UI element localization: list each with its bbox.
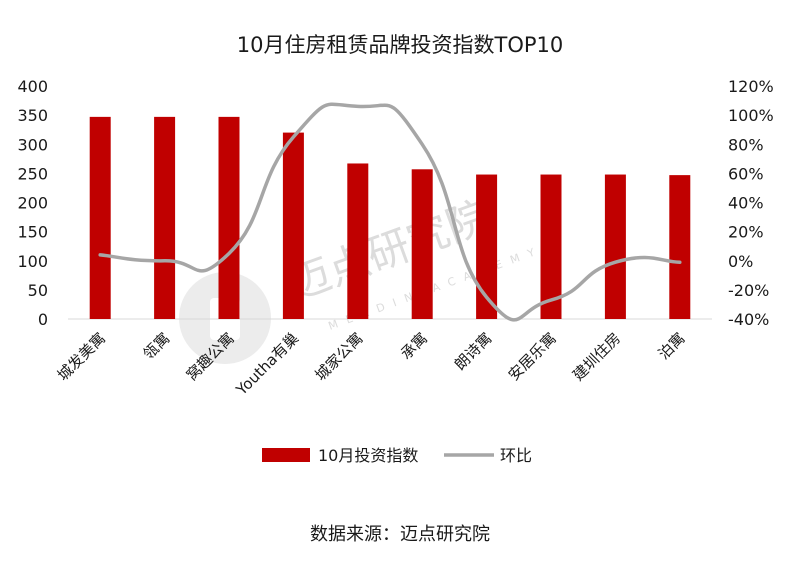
left-axis-ticks: 0 50 100 150 200 250 300 350 400 <box>17 77 48 329</box>
category-label: 城家公寓 <box>311 329 366 384</box>
right-tick-label: 60% <box>728 164 764 183</box>
bar <box>476 174 498 319</box>
left-tick-label: 150 <box>17 223 48 242</box>
bar <box>347 163 369 319</box>
left-tick-label: 400 <box>17 77 48 96</box>
chart-title: 10月住房租赁品牌投资指数TOP10 <box>237 33 563 57</box>
bar <box>411 169 433 319</box>
bar <box>89 116 111 319</box>
right-tick-label: 120% <box>728 77 774 96</box>
left-tick-label: 50 <box>28 281 48 300</box>
legend-line-label: 环比 <box>500 446 532 465</box>
bar-series <box>89 116 691 319</box>
category-label: 承寓 <box>397 329 431 363</box>
category-label: 泊寓 <box>655 329 689 363</box>
mom-line <box>98 102 682 322</box>
category-label: 安居乐寓 <box>505 329 560 384</box>
right-tick-label: 20% <box>728 223 764 242</box>
right-tick-label: 0% <box>728 252 753 271</box>
right-axis-ticks: -40% -20% 0% 20% 40% 60% 80% 100% 120% <box>728 77 774 329</box>
left-tick-label: 200 <box>17 194 48 213</box>
category-label: 朗诗寓 <box>451 329 496 374</box>
left-tick-label: 0 <box>38 310 48 329</box>
bar <box>154 116 176 319</box>
right-tick-label: 40% <box>728 194 764 213</box>
bar <box>282 132 304 319</box>
left-tick-label: 300 <box>17 135 48 154</box>
data-source: 数据来源：迈点研究院 <box>310 524 490 545</box>
category-label: 城发美寓 <box>54 329 109 384</box>
right-tick-label: 80% <box>728 135 764 154</box>
bar <box>669 175 691 319</box>
left-tick-label: 350 <box>17 106 48 125</box>
legend-bar-swatch <box>262 448 310 462</box>
legend-bar-label: 10月投资指数 <box>318 446 418 465</box>
left-tick-label: 100 <box>17 252 48 271</box>
bar <box>540 174 562 319</box>
right-tick-label: -40% <box>728 310 769 329</box>
bar <box>604 174 626 319</box>
right-tick-label: -20% <box>728 281 769 300</box>
right-tick-label: 100% <box>728 106 774 125</box>
category-label: 瓴寓 <box>139 329 173 363</box>
left-tick-label: 250 <box>17 164 48 183</box>
category-label: 建圳住房 <box>569 329 624 384</box>
legend: 10月投资指数 环比 <box>262 446 532 465</box>
bar <box>218 116 240 319</box>
